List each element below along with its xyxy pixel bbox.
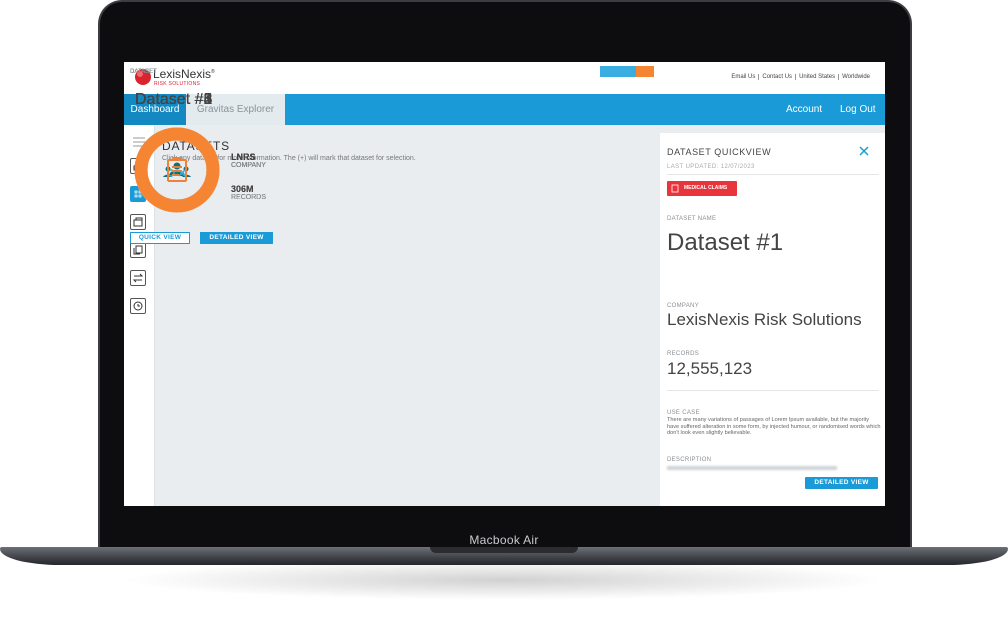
card-company: LNRS [231,152,256,162]
divider [667,174,879,175]
page-subtitle: Click any dataset for more information. … [162,155,416,162]
dataset-name: Dataset #1 [667,229,784,256]
records-label: RECORDS [667,351,700,357]
card-company: LNRS [231,152,256,162]
laptop-shadow [120,560,888,600]
donut-arc [134,127,220,213]
card-tag [600,66,654,77]
card-records: 306M [231,184,254,194]
card-label: DATASET [130,69,157,75]
card-label: DATASET [130,69,157,75]
detailed-view-button[interactable]: DETAILED VIEW [805,477,878,489]
brand-name: LexisNexis [153,67,212,81]
header-link[interactable]: Email Us [731,74,756,80]
nav-tab[interactable]: Gravitas Explorer [186,94,285,125]
card-company-label: COMPANY [231,162,266,169]
divider [667,390,879,391]
card-tag [636,66,654,77]
brand-mark: ® [211,69,215,75]
screen: LexisNexis® RISK SOLUTIONS Email Us Conta… [124,62,885,506]
clipboard-lines [172,157,182,176]
card-name: Dataset #6 [135,91,213,108]
quick-view-button[interactable]: QUICK VIEW [130,232,190,244]
device-label: Macbook Air [469,533,539,547]
clock-icon[interactable] [130,298,146,314]
quickview-title: DATASET QUICKVIEW [667,147,772,157]
card-records-label: RECORDS [231,194,267,201]
close-icon[interactable] [859,146,869,156]
brand-tagline: RISK SOLUTIONS [154,81,201,87]
card-label: DATASET [130,69,157,75]
header-link[interactable]: United States [795,74,838,80]
folders-icon[interactable] [130,214,146,230]
copy-icon[interactable] [130,242,146,258]
card-name: Dataset #3 [135,91,213,108]
laptop-base [0,547,1008,565]
detailed-view-button[interactable]: DETAILED VIEW [200,232,273,244]
card-company-label: COMPANY [231,162,266,169]
tag: MEDICAL CLAIMS [667,181,737,196]
clipboard-icon [167,159,187,182]
card-label: DATASET [130,69,157,75]
company: LexisNexis Risk Solutions [667,310,862,329]
nav-tab-active[interactable]: Dashboard [124,94,186,125]
company-label: COMPANY [667,303,699,309]
records: 12,555,123 [667,359,753,378]
card-label: DATASET [130,69,157,75]
header-link[interactable]: Contact Us [758,74,795,80]
description-label: DESCRIPTION [667,457,712,463]
header-link[interactable]: Worldwide [838,74,873,80]
card-company: LNRS [231,152,256,162]
card-records-label: RECORDS [231,194,267,201]
card-label: DATASET [130,69,157,75]
card-company-label: COMPANY [231,162,266,169]
brand: LexisNexis® [153,67,215,81]
logo-mark [135,69,151,85]
donut-chart [134,127,220,213]
tag-text: MEDICAL CLAIMS [684,185,728,191]
card-records: 306M [231,184,254,194]
description-blurred [667,466,837,470]
card-name: Dataset #2 [135,91,213,108]
nav-bar: Dashboard Gravitas Explorer Account Log … [124,94,885,125]
header: LexisNexis® RISK SOLUTIONS Email Us Conta… [124,62,885,94]
card-name: Dataset #5 [135,91,213,108]
people-head [173,162,181,170]
quickview-panel: DATASET QUICKVIEW LAST UPDATED: 12/07/20… [660,133,885,506]
nav-action[interactable]: Log Out [840,104,876,115]
card-company-label: COMPANY [231,162,266,169]
swap-icon[interactable] [130,270,146,286]
use-case: There are many variations of passages of… [667,417,881,436]
laptop-notch [430,547,578,553]
card-name: Dataset #1 [135,91,213,108]
card-name: Dataset #4 [135,91,213,108]
header-links: Email Us Contact Us United States Worldwide [728,74,873,80]
last-updated: LAST UPDATED: 12/07/2023 [667,164,755,170]
use-case-label: USE CASE [667,410,700,416]
nav-action[interactable]: Account [786,104,823,115]
name-label: DATASET NAME [667,216,717,222]
card-company-label: COMPANY [231,162,266,169]
card-records-label: RECORDS [231,194,267,201]
card-company-label: COMPANY [231,162,266,169]
